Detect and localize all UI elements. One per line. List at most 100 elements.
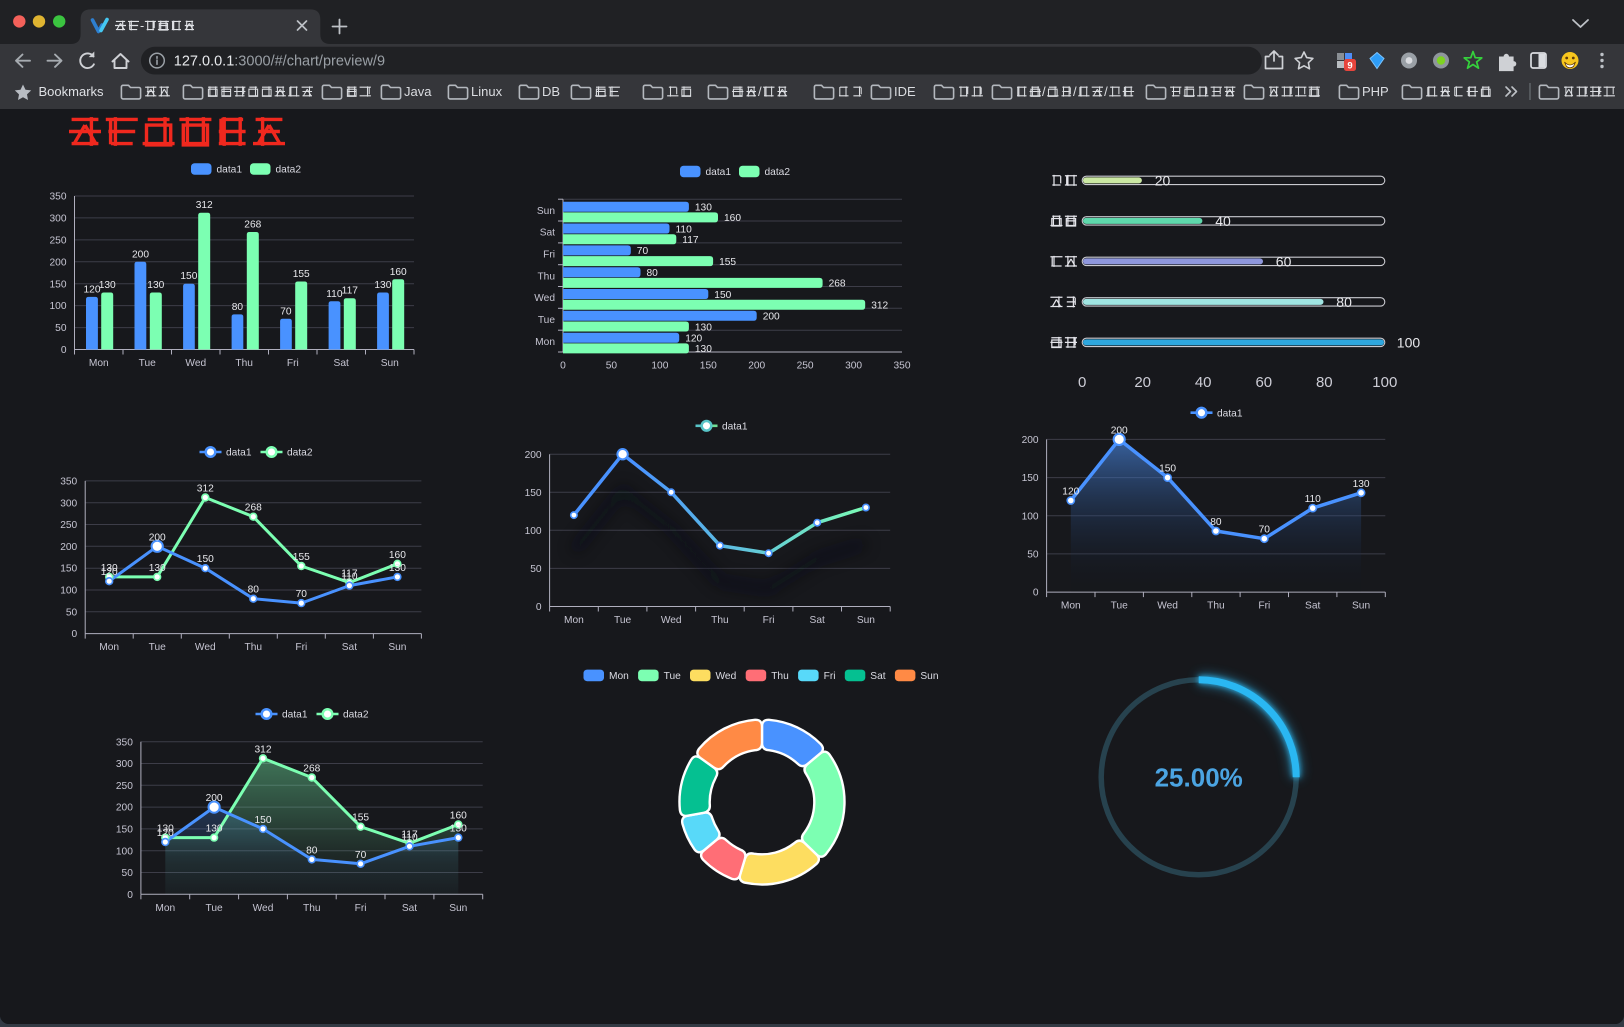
svg-text:250: 250 <box>50 235 67 246</box>
svg-text:160: 160 <box>389 550 406 561</box>
svg-text:160: 160 <box>390 267 407 278</box>
svg-text:350: 350 <box>116 737 133 748</box>
svg-text:40: 40 <box>1195 374 1212 391</box>
svg-text:200: 200 <box>60 542 77 553</box>
svg-text:200: 200 <box>763 312 780 323</box>
svg-text:200: 200 <box>132 249 149 260</box>
svg-text:200: 200 <box>525 450 542 461</box>
svg-text:Mon: Mon <box>1061 601 1081 612</box>
svg-text:Thu: Thu <box>537 271 555 282</box>
svg-text:0: 0 <box>1078 374 1086 391</box>
svg-text:130: 130 <box>374 280 391 291</box>
svg-text:data1: data1 <box>1217 408 1243 419</box>
svg-text:250: 250 <box>116 781 133 792</box>
svg-text:Wed: Wed <box>716 671 737 682</box>
svg-text:Tue: Tue <box>664 671 682 682</box>
svg-text:Wed: Wed <box>195 642 216 653</box>
svg-text:Thu: Thu <box>235 358 253 369</box>
svg-text:0: 0 <box>72 629 78 640</box>
svg-text:250: 250 <box>797 361 814 372</box>
svg-text:/: / <box>1073 84 1077 99</box>
svg-text:150: 150 <box>197 554 214 565</box>
svg-text:25.00%: 25.00% <box>1155 762 1243 792</box>
svg-text:155: 155 <box>352 813 369 824</box>
svg-text:150: 150 <box>60 564 77 575</box>
svg-text:9: 9 <box>1347 61 1352 72</box>
svg-text:300: 300 <box>116 759 133 770</box>
svg-text:70: 70 <box>296 589 308 600</box>
svg-text:200: 200 <box>1111 425 1128 436</box>
svg-text:Sat: Sat <box>810 615 825 626</box>
svg-text:Linux: Linux <box>471 84 503 99</box>
svg-text:117: 117 <box>401 829 418 840</box>
svg-text:200: 200 <box>50 257 67 268</box>
svg-text:Mon: Mon <box>609 671 629 682</box>
svg-text:Sun: Sun <box>388 642 406 653</box>
svg-text:Fri: Fri <box>543 250 555 261</box>
svg-text:130: 130 <box>99 280 116 291</box>
svg-text:data1: data1 <box>217 165 243 176</box>
svg-text:100: 100 <box>651 361 668 372</box>
svg-text:Sat: Sat <box>1305 601 1320 612</box>
svg-text:Sat: Sat <box>402 903 417 914</box>
svg-text:Wed: Wed <box>185 358 206 369</box>
svg-text:-: - <box>140 19 144 33</box>
svg-text:/: / <box>1042 84 1046 99</box>
svg-text:Sat: Sat <box>342 642 357 653</box>
svg-text:IDE: IDE <box>894 84 916 99</box>
svg-text:/: / <box>758 84 762 99</box>
svg-text:100: 100 <box>1397 334 1421 350</box>
svg-text:100: 100 <box>1372 374 1397 391</box>
svg-text:50: 50 <box>606 361 618 372</box>
svg-text:0: 0 <box>127 890 133 901</box>
svg-text:0: 0 <box>560 361 566 372</box>
svg-text:120: 120 <box>157 828 174 839</box>
svg-text:Wed: Wed <box>534 293 555 304</box>
svg-text:200: 200 <box>1022 435 1039 446</box>
svg-text:60: 60 <box>1255 374 1272 391</box>
svg-text:120: 120 <box>84 284 101 295</box>
svg-text:Thu: Thu <box>1207 601 1225 612</box>
svg-text:Mon: Mon <box>155 903 175 914</box>
svg-text:Wed: Wed <box>1157 601 1178 612</box>
svg-text:data2: data2 <box>287 448 313 459</box>
svg-text:Thu: Thu <box>711 615 729 626</box>
svg-text:50: 50 <box>530 564 542 575</box>
svg-text:Tue: Tue <box>1111 601 1129 612</box>
svg-text:100: 100 <box>60 586 77 597</box>
svg-text:130: 130 <box>389 563 406 574</box>
svg-text:130: 130 <box>157 824 174 835</box>
svg-text:117: 117 <box>342 286 359 297</box>
svg-text:110: 110 <box>676 224 693 235</box>
svg-text:60: 60 <box>1276 253 1292 269</box>
svg-text:130: 130 <box>450 824 467 835</box>
svg-text:80: 80 <box>248 585 260 596</box>
svg-text:100: 100 <box>525 526 542 537</box>
svg-text:DB: DB <box>542 84 560 99</box>
svg-text:150: 150 <box>714 290 731 301</box>
svg-text:Sun: Sun <box>537 206 555 217</box>
svg-text:150: 150 <box>180 271 197 282</box>
svg-text:130: 130 <box>149 563 166 574</box>
svg-text:150: 150 <box>255 815 272 826</box>
svg-text:312: 312 <box>871 301 888 312</box>
svg-text:Wed: Wed <box>253 903 274 914</box>
svg-text:268: 268 <box>829 279 846 290</box>
svg-text:150: 150 <box>525 488 542 499</box>
svg-text:110: 110 <box>326 289 343 300</box>
svg-text:150: 150 <box>1022 473 1039 484</box>
svg-text:70: 70 <box>1259 525 1271 536</box>
svg-text:Thu: Thu <box>303 903 321 914</box>
svg-text:Mon: Mon <box>99 642 119 653</box>
svg-text:80: 80 <box>1316 374 1333 391</box>
svg-text:312: 312 <box>197 484 214 495</box>
svg-text:70: 70 <box>637 246 649 257</box>
svg-text:Thu: Thu <box>771 671 789 682</box>
svg-text:Mon: Mon <box>535 337 555 348</box>
svg-text:130: 130 <box>101 563 118 574</box>
svg-text:data1: data1 <box>226 448 252 459</box>
svg-text:312: 312 <box>196 200 213 211</box>
svg-text:200: 200 <box>206 793 223 804</box>
svg-text:Tue: Tue <box>614 615 632 626</box>
svg-text:300: 300 <box>845 361 862 372</box>
